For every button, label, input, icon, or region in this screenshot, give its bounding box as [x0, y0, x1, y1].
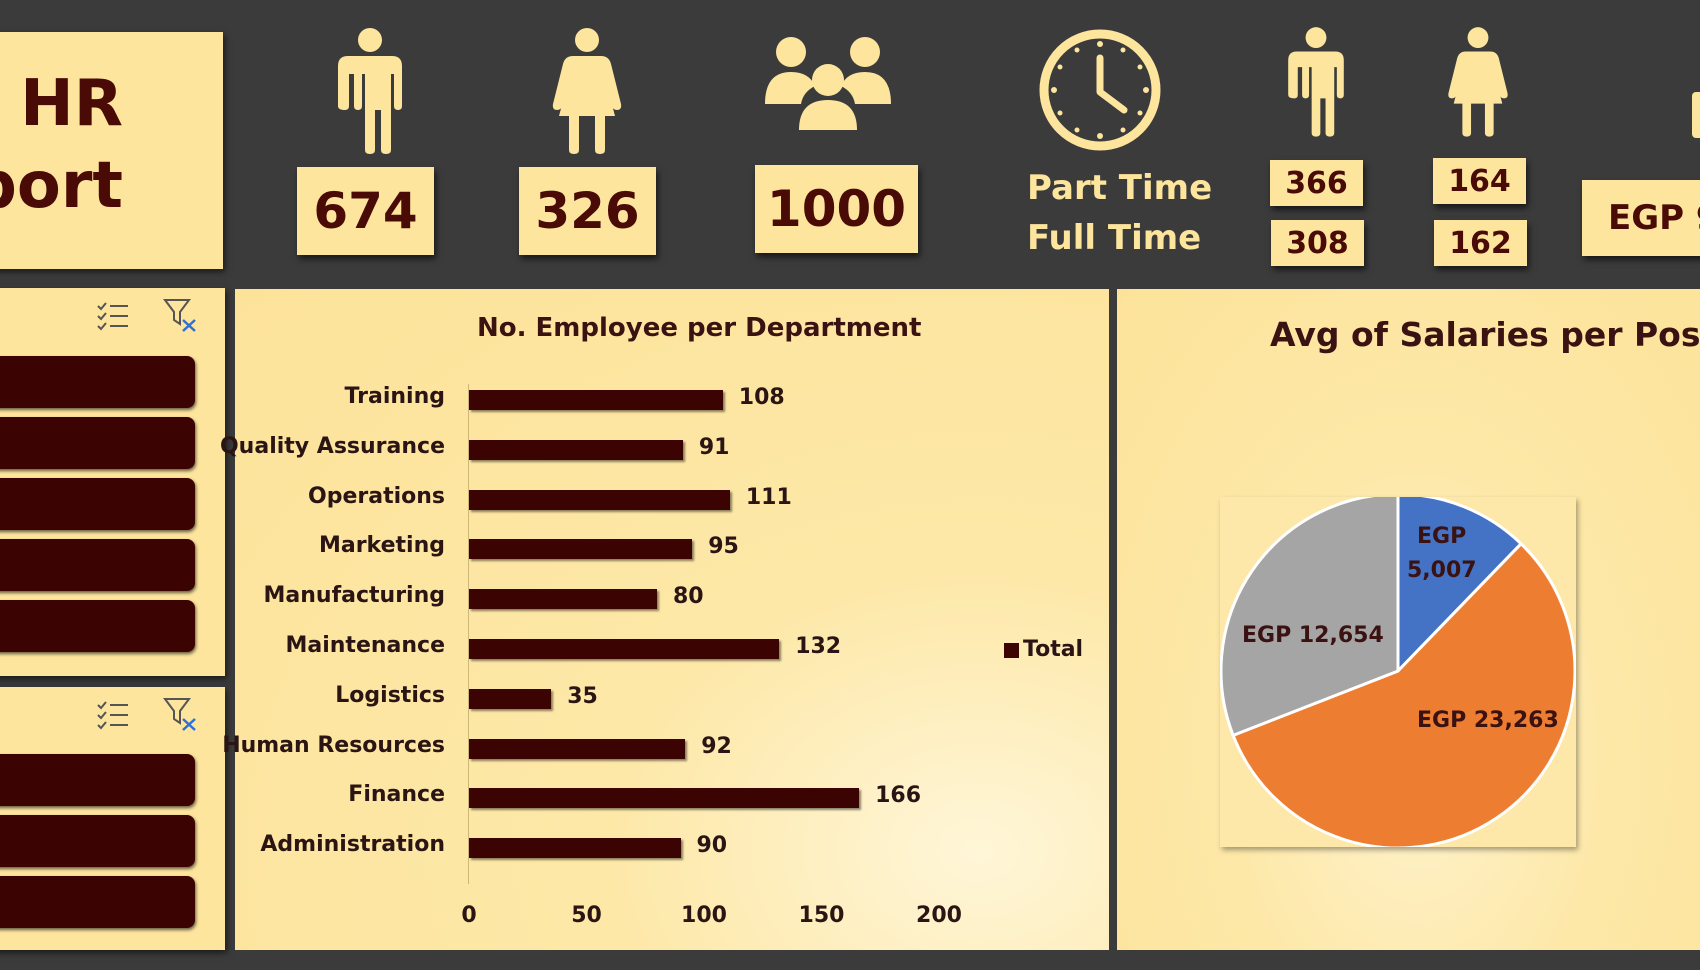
chart-title: No. Employee per Department — [477, 313, 922, 343]
value-label: 92 — [701, 733, 732, 759]
slicer-1 — [0, 288, 225, 676]
pie-slice-orange — [1231, 541, 1577, 850]
x-tick-label: 100 — [681, 903, 727, 928]
legend-label: Total — [1023, 637, 1084, 662]
value-label: 91 — [698, 434, 730, 460]
bar-chart: Training 108 Quality Assurance 91 Operations… — [220, 289, 1109, 950]
multi-select-icon[interactable] — [96, 699, 130, 731]
report-title-box: HR port — [0, 32, 223, 269]
male-full-time-count: 308 — [1271, 220, 1364, 266]
value-label: 95 — [708, 534, 739, 560]
slicer-1-item-3[interactable] — [0, 478, 195, 530]
category-label: Operations — [308, 483, 445, 509]
slicer-1-item-2[interactable] — [0, 417, 195, 469]
value-label: 35 — [567, 683, 598, 709]
title-line-1: HR — [20, 67, 123, 141]
female-full-time-count: 162 — [1434, 220, 1527, 266]
bar — [469, 539, 693, 560]
x-tick-label: 0 — [461, 903, 477, 928]
partial-icon — [1692, 92, 1700, 138]
pie-label-gray: EGP 12,654 — [1242, 623, 1384, 648]
female-icon-small — [1448, 27, 1508, 137]
value-label: 80 — [673, 584, 704, 610]
male-count: 674 — [297, 167, 434, 255]
salary-chart-panel: Avg of Salaries per Position EGP 5,007 E… — [1117, 289, 1700, 950]
female-icon — [552, 28, 622, 154]
slicer-1-item-4[interactable] — [0, 539, 195, 591]
clear-filter-icon[interactable] — [163, 298, 197, 332]
multi-select-icon[interactable] — [96, 300, 130, 332]
pie-label-orange: EGP 23,263 — [1417, 708, 1559, 733]
pie-slice-gray — [1219, 492, 1400, 738]
female-part-time-count: 164 — [1433, 158, 1526, 204]
category-label: Finance — [348, 782, 445, 808]
bar — [469, 688, 552, 709]
value-label: 90 — [696, 833, 728, 859]
pie-plot-area: EGP 5,007 EGP 12,654 EGP 23,263 — [1219, 492, 1577, 850]
category-label: Training — [344, 384, 445, 409]
group-icon — [765, 37, 891, 130]
bar — [469, 489, 730, 510]
x-tick-label: 50 — [571, 903, 602, 928]
x-tick-label: 150 — [798, 903, 845, 928]
slicer-1-item-5[interactable] — [0, 600, 195, 652]
bar — [469, 838, 681, 859]
full-time-label: Full Time — [1027, 218, 1202, 258]
bar — [469, 738, 686, 759]
clock-icon — [1039, 29, 1161, 151]
average-salary-value: EGP 9 — [1582, 180, 1700, 256]
female-count: 326 — [519, 167, 656, 255]
bar — [469, 788, 860, 809]
male-icon-small — [1288, 27, 1344, 137]
slicer-2-item-2[interactable] — [0, 815, 195, 867]
x-tick-label: 200 — [916, 903, 962, 928]
slicer-2 — [0, 687, 225, 950]
category-label: Quality Assurance — [219, 433, 445, 459]
title-line-2: port — [0, 149, 123, 223]
category-label: Human Resources — [222, 732, 445, 758]
total-count: 1000 — [755, 165, 918, 253]
pie-chart-title: Avg of Salaries per Position — [1270, 315, 1700, 354]
slicer-1-item-1[interactable] — [0, 356, 195, 408]
male-icon — [338, 28, 402, 154]
bar — [469, 639, 780, 659]
pie-label-blue-line1: EGP — [1417, 524, 1467, 549]
bar — [469, 589, 657, 610]
department-chart-panel: No. Employee per Department Training 108 Q… — [220, 289, 1109, 950]
category-label: Marketing — [318, 533, 445, 559]
value-label: 132 — [795, 634, 842, 659]
category-label: Administration — [260, 832, 445, 858]
part-time-label: Part Time — [1027, 168, 1213, 208]
y-axis-line — [468, 384, 469, 884]
value-label: 166 — [875, 783, 922, 809]
male-part-time-count: 366 — [1270, 160, 1363, 206]
category-label: Manufacturing — [263, 583, 446, 609]
value-label: 111 — [745, 484, 792, 510]
slicer-2-item-3[interactable] — [0, 876, 195, 928]
category-label: Maintenance — [285, 633, 445, 658]
legend-swatch — [1004, 643, 1019, 658]
clear-filter-icon[interactable] — [163, 697, 197, 731]
pie-label-blue-line2: 5,007 — [1407, 558, 1477, 583]
value-label: 108 — [738, 385, 785, 410]
bar — [469, 439, 683, 460]
slicer-2-item-1[interactable] — [0, 754, 195, 806]
category-label: Logistics — [335, 682, 445, 708]
pie-chart — [1219, 492, 1577, 850]
bar — [469, 390, 723, 410]
